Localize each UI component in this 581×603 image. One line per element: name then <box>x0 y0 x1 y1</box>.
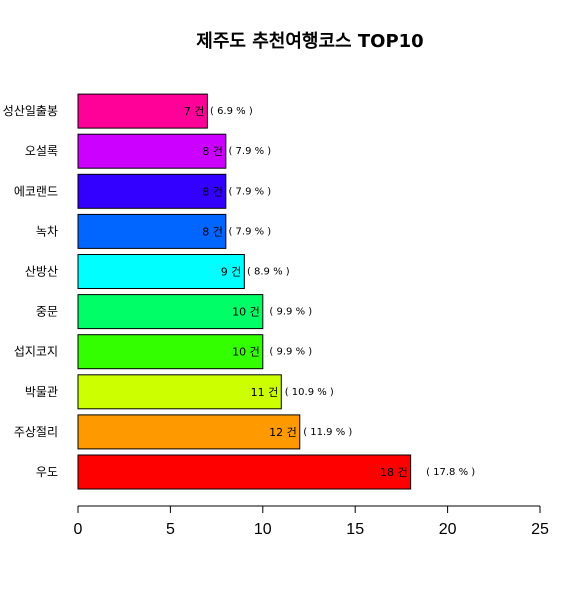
chart-title: 제주도 추천여행코스 TOP10 <box>196 31 423 52</box>
percent-label: ( 6.9 % ) <box>210 106 253 117</box>
category-label: 녹차 <box>36 224 58 238</box>
bar <box>77 173 227 209</box>
bar <box>77 213 227 249</box>
percent-label: ( 9.9 % ) <box>269 347 312 358</box>
bar <box>77 294 264 330</box>
category-label: 산방산 <box>25 265 58 279</box>
x-tick-label: 0 <box>74 521 83 538</box>
bar <box>77 334 264 370</box>
percent-label: ( 7.9 % ) <box>228 146 271 157</box>
value-label: 18 건 <box>380 466 408 479</box>
bar <box>77 374 282 410</box>
category-label: 중문 <box>36 305 58 319</box>
x-tick-label: 25 <box>531 521 549 538</box>
value-label: 10 건 <box>232 306 260 319</box>
category-label: 오설록 <box>25 144 58 158</box>
bar <box>77 414 301 450</box>
value-label: 8 건 <box>202 145 223 158</box>
percent-label: ( 7.9 % ) <box>228 186 271 197</box>
percent-label: ( 11.9 % ) <box>303 427 352 438</box>
category-label: 섭지코지 <box>14 345 58 359</box>
x-tick-label: 20 <box>439 521 457 538</box>
value-label: 7 건 <box>184 105 205 118</box>
x-tick-label: 15 <box>346 521 364 538</box>
value-label: 12 건 <box>269 426 297 439</box>
bar <box>77 454 412 490</box>
x-tick-label: 10 <box>254 521 272 538</box>
category-label: 성산일출봉 <box>3 104 58 118</box>
x-tick-label: 5 <box>166 521 175 538</box>
percent-label: ( 10.9 % ) <box>285 387 334 398</box>
bar <box>77 254 245 289</box>
category-label: 에코랜드 <box>14 184 58 198</box>
value-label: 10 건 <box>232 346 260 359</box>
bars-group: 우도 18 건 ( 17.8 % ) 주상절리 12 건 ( 11.9 % ) 박물관 11 … <box>3 93 475 490</box>
value-label: 8 건 <box>202 225 223 238</box>
bar <box>77 133 227 169</box>
category-label: 우도 <box>36 465 58 479</box>
bar <box>77 93 208 129</box>
category-label: 박물관 <box>25 385 58 399</box>
value-label: 9 건 <box>221 266 242 279</box>
category-label: 주상절리 <box>14 425 58 439</box>
percent-label: ( 8.9 % ) <box>247 267 290 278</box>
percent-label: ( 7.9 % ) <box>228 226 271 237</box>
value-label: 8 건 <box>202 185 223 198</box>
percent-label: ( 17.8 % ) <box>426 467 475 478</box>
x-axis: 0 5 10 15 20 25 <box>74 505 549 538</box>
value-label: 11 건 <box>251 386 279 399</box>
percent-label: ( 9.9 % ) <box>269 307 312 318</box>
